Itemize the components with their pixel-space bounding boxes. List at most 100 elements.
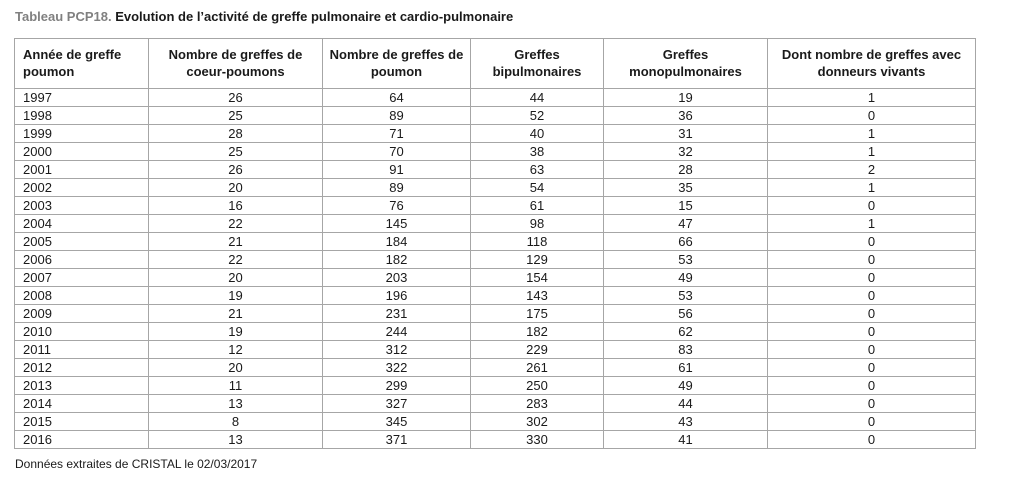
value-cell: 0 <box>767 250 976 269</box>
value-cell: 38 <box>470 142 604 161</box>
table-row: 2010 19 244 182 62 0 <box>14 322 976 341</box>
value-cell: 1 <box>767 142 976 161</box>
value-cell: 0 <box>767 106 976 125</box>
value-cell: 299 <box>322 376 471 395</box>
value-cell: 61 <box>470 196 604 215</box>
value-cell: 229 <box>470 340 604 359</box>
year-cell: 1999 <box>14 124 149 143</box>
table-title-text: Evolution de l’activité de greffe pulmon… <box>115 9 514 24</box>
value-cell: 76 <box>322 196 471 215</box>
value-cell: 261 <box>470 358 604 377</box>
table-body: 1997 26 64 44 19 1 1998 25 89 52 36 0 1999 28 71 40 31 1 2… <box>14 88 976 449</box>
value-cell: 118 <box>470 232 604 251</box>
year-cell: 2002 <box>14 178 149 197</box>
value-cell: 32 <box>603 142 768 161</box>
value-cell: 25 <box>148 106 323 125</box>
value-cell: 91 <box>322 160 471 179</box>
year-cell: 2007 <box>14 268 149 287</box>
value-cell: 143 <box>470 286 604 305</box>
header-poumon: Nombre de greffes de poumon <box>322 38 471 89</box>
value-cell: 71 <box>322 124 471 143</box>
header-donneurs-vivants: Dont nombre de greffes avec donneurs viv… <box>767 38 976 89</box>
data-source-note: Données extraites de CRISTAL le 02/03/20… <box>15 457 258 471</box>
table-row: 1999 28 71 40 31 1 <box>14 124 976 143</box>
value-cell: 22 <box>148 214 323 233</box>
greffe-pulmonaire-table: Année de greffe poumon Nombre de greffes… <box>14 38 976 449</box>
year-cell: 2004 <box>14 214 149 233</box>
value-cell: 26 <box>148 160 323 179</box>
value-cell: 0 <box>767 304 976 323</box>
header-annee: Année de greffe poumon <box>14 38 149 89</box>
value-cell: 1 <box>767 214 976 233</box>
value-cell: 231 <box>322 304 471 323</box>
value-cell: 312 <box>322 340 471 359</box>
value-cell: 13 <box>148 394 323 413</box>
value-cell: 0 <box>767 340 976 359</box>
value-cell: 47 <box>603 214 768 233</box>
table-row: 2003 16 76 61 15 0 <box>14 196 976 215</box>
year-cell: 2010 <box>14 322 149 341</box>
value-cell: 53 <box>603 250 768 269</box>
value-cell: 1 <box>767 124 976 143</box>
value-cell: 89 <box>322 106 471 125</box>
value-cell: 302 <box>470 412 604 431</box>
value-cell: 63 <box>470 160 604 179</box>
table-row: 1998 25 89 52 36 0 <box>14 106 976 125</box>
value-cell: 244 <box>322 322 471 341</box>
value-cell: 1 <box>767 88 976 107</box>
value-cell: 175 <box>470 304 604 323</box>
value-cell: 22 <box>148 250 323 269</box>
table-row: 2009 21 231 175 56 0 <box>14 304 976 323</box>
year-cell: 2009 <box>14 304 149 323</box>
value-cell: 203 <box>322 268 471 287</box>
table-row: 2013 11 299 250 49 0 <box>14 376 976 395</box>
table-row: 2016 13 371 330 41 0 <box>14 430 976 449</box>
value-cell: 322 <box>322 358 471 377</box>
header-bipulmonaires: Greffes bipulmonaires <box>470 38 604 89</box>
value-cell: 41 <box>603 430 768 449</box>
value-cell: 66 <box>603 232 768 251</box>
value-cell: 11 <box>148 376 323 395</box>
table-row: 2014 13 327 283 44 0 <box>14 394 976 413</box>
value-cell: 64 <box>322 88 471 107</box>
value-cell: 44 <box>603 394 768 413</box>
year-cell: 2001 <box>14 160 149 179</box>
year-cell: 1997 <box>14 88 149 107</box>
value-cell: 31 <box>603 124 768 143</box>
page-title: Tableau PCP18. Evolution de l’activité d… <box>15 9 513 24</box>
value-cell: 0 <box>767 394 976 413</box>
value-cell: 70 <box>322 142 471 161</box>
value-cell: 21 <box>148 232 323 251</box>
value-cell: 19 <box>603 88 768 107</box>
value-cell: 8 <box>148 412 323 431</box>
value-cell: 19 <box>148 286 323 305</box>
value-cell: 182 <box>322 250 471 269</box>
table-row: 2012 20 322 261 61 0 <box>14 358 976 377</box>
value-cell: 56 <box>603 304 768 323</box>
year-cell: 2015 <box>14 412 149 431</box>
value-cell: 52 <box>470 106 604 125</box>
value-cell: 26 <box>148 88 323 107</box>
year-cell: 2005 <box>14 232 149 251</box>
year-cell: 2000 <box>14 142 149 161</box>
value-cell: 25 <box>148 142 323 161</box>
table-row: 2000 25 70 38 32 1 <box>14 142 976 161</box>
value-cell: 49 <box>603 376 768 395</box>
value-cell: 129 <box>470 250 604 269</box>
value-cell: 54 <box>470 178 604 197</box>
value-cell: 16 <box>148 196 323 215</box>
table-row: 2004 22 145 98 47 1 <box>14 214 976 233</box>
value-cell: 0 <box>767 376 976 395</box>
year-cell: 2016 <box>14 430 149 449</box>
value-cell: 20 <box>148 358 323 377</box>
year-cell: 2014 <box>14 394 149 413</box>
value-cell: 28 <box>148 124 323 143</box>
value-cell: 182 <box>470 322 604 341</box>
value-cell: 49 <box>603 268 768 287</box>
value-cell: 83 <box>603 340 768 359</box>
table-row: 2007 20 203 154 49 0 <box>14 268 976 287</box>
year-cell: 2012 <box>14 358 149 377</box>
value-cell: 345 <box>322 412 471 431</box>
header-coeur-poumons: Nombre de greffes de coeur-poumons <box>148 38 323 89</box>
header-monopulmonaires: Greffes monopulmonaires <box>603 38 768 89</box>
